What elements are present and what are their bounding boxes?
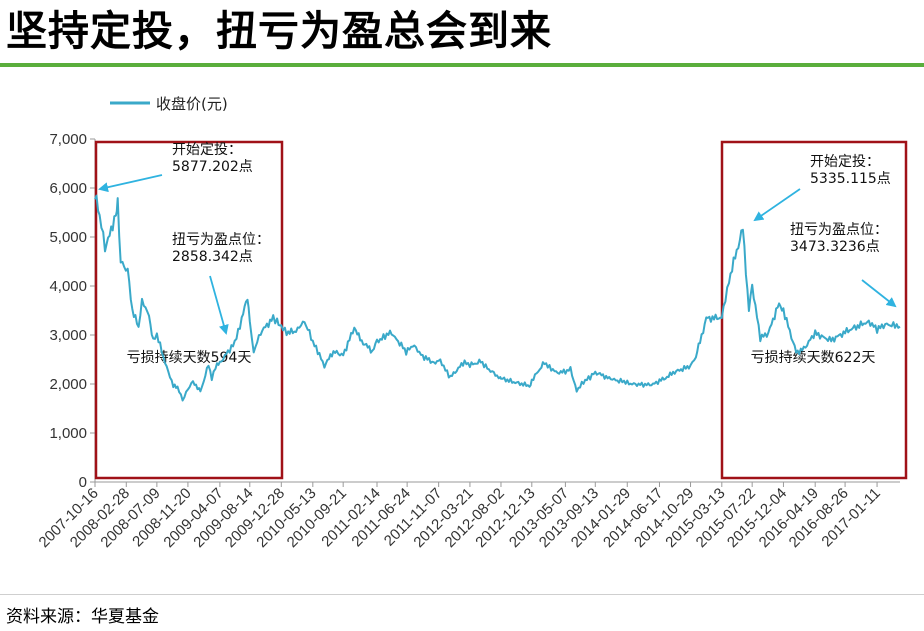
- annotation-value: 5335.115点: [810, 171, 891, 187]
- chart-axes: 01,0002,0003,0004,0005,0006,0007,0002007…: [36, 131, 900, 551]
- page-title: 坚持定投，扭亏为盈总会到来: [6, 7, 552, 55]
- chart-legend: 收盘价(元): [110, 95, 228, 113]
- annotation-title: 扭亏为盈点位：: [172, 232, 270, 248]
- series-line-close-price: [94, 194, 901, 402]
- title-underline: [0, 63, 924, 67]
- annotation-value: 5877.202点: [172, 159, 253, 175]
- annotation-arrow: [98, 174, 163, 193]
- series-group: [94, 194, 901, 402]
- y-tick-label: 3,000: [49, 327, 87, 344]
- annotation-value: 3473.3236点: [790, 239, 880, 255]
- y-tick-label: 0: [79, 474, 87, 491]
- annotation-title: 扭亏为盈点位：: [790, 222, 888, 238]
- y-tick-label: 7,000: [49, 131, 87, 148]
- annotation-title: 开始定投：: [810, 154, 880, 170]
- annotations: 开始定投：5877.202点扭亏为盈点位：2858.342点开始定投：5335.…: [98, 142, 897, 335]
- loss-period-label: 亏损持续天数622天: [751, 349, 876, 366]
- annotation-title: 开始定投：: [172, 142, 242, 158]
- y-tick-label: 1,000: [49, 425, 87, 442]
- annotation-arrow: [861, 279, 897, 308]
- source-note: 资料来源：华夏基金: [6, 607, 159, 627]
- source-divider: [0, 594, 924, 595]
- line-chart: 收盘价(元) 0 1,000 2,000 3,000 4,000 5,000 6,000 7,…: [36, 95, 908, 551]
- loss-period-label: 亏损持续天数594天: [127, 349, 252, 366]
- legend-label: 收盘价(元): [156, 95, 228, 113]
- y-tick-label: 2,000: [49, 376, 87, 393]
- y-tick-label: 5,000: [49, 229, 87, 246]
- y-tick-label: 4,000: [49, 278, 87, 295]
- annotation-arrow: [209, 275, 229, 335]
- annotation-arrow: [753, 188, 801, 222]
- loss-period-box: [94, 140, 284, 480]
- y-tick-label: 6,000: [49, 180, 87, 197]
- annotation-value: 2858.342点: [172, 249, 253, 265]
